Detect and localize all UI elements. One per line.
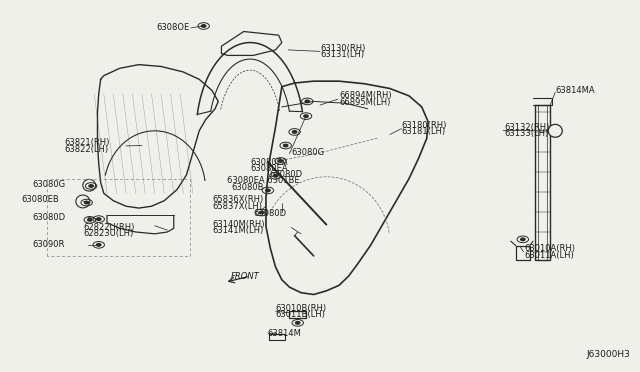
Text: 63080D: 63080D [269,170,302,179]
Text: J63000H3: J63000H3 [586,350,630,359]
Circle shape [97,244,101,246]
Circle shape [304,115,308,118]
Text: 63822(LH): 63822(LH) [65,145,109,154]
Text: 63011A(LH): 63011A(LH) [525,251,575,260]
Text: 63814M: 63814M [268,328,301,338]
Text: 63132(RH): 63132(RH) [504,123,550,132]
Ellipse shape [548,124,563,137]
Text: 65837X(LH): 65837X(LH) [212,202,262,211]
Text: 63080EA: 63080EA [250,158,288,167]
Text: 63080G: 63080G [291,148,324,157]
Text: 63821(RH): 63821(RH) [65,138,110,147]
Circle shape [266,189,270,192]
Text: 62823U(LH): 62823U(LH) [83,229,134,238]
Text: 63814MA: 63814MA [556,86,595,95]
Text: 63130(RH): 63130(RH) [320,44,365,52]
Circle shape [202,25,206,27]
Ellipse shape [83,179,95,191]
Text: 63181(LH): 63181(LH) [401,128,445,137]
Text: 63080G: 63080G [33,180,66,189]
Text: 63010B(RH): 63010B(RH) [275,304,326,312]
Circle shape [89,185,93,187]
Text: 66895M(LH): 66895M(LH) [339,97,390,107]
Text: 63133(LH): 63133(LH) [504,129,548,138]
Circle shape [296,321,300,324]
Text: 63080B: 63080B [231,183,264,192]
Circle shape [521,238,525,241]
Text: 63141M(LH): 63141M(LH) [212,227,263,235]
Text: 63180(RH): 63180(RH) [401,121,447,130]
Text: 63090R: 63090R [33,240,65,249]
Text: 63131(LH): 63131(LH) [320,50,364,59]
Circle shape [305,100,310,103]
Circle shape [84,201,89,204]
Circle shape [273,174,278,177]
Text: 65836X(RH): 65836X(RH) [212,195,263,205]
Text: 6308OE: 6308OE [156,23,189,32]
Text: 63080EA: 63080EA [250,164,288,173]
Text: 63080EA 6301BE: 63080EA 6301BE [227,176,299,185]
Text: FRONT: FRONT [231,272,260,280]
Text: 63080EB: 63080EB [21,195,59,205]
Circle shape [259,211,264,214]
Text: 63080D: 63080D [33,213,66,222]
Text: 63011B(LH): 63011B(LH) [275,310,325,319]
Circle shape [88,219,92,221]
Circle shape [292,131,297,133]
Text: 63010A(RH): 63010A(RH) [525,244,576,253]
Text: 63080D: 63080D [253,209,286,218]
Circle shape [278,160,283,162]
Circle shape [97,218,101,220]
Circle shape [284,144,288,147]
Text: 63140M(RH): 63140M(RH) [212,220,264,229]
Text: 66894M(RH): 66894M(RH) [339,92,392,100]
Ellipse shape [76,195,90,208]
Text: 62822U(RH): 62822U(RH) [83,223,135,232]
